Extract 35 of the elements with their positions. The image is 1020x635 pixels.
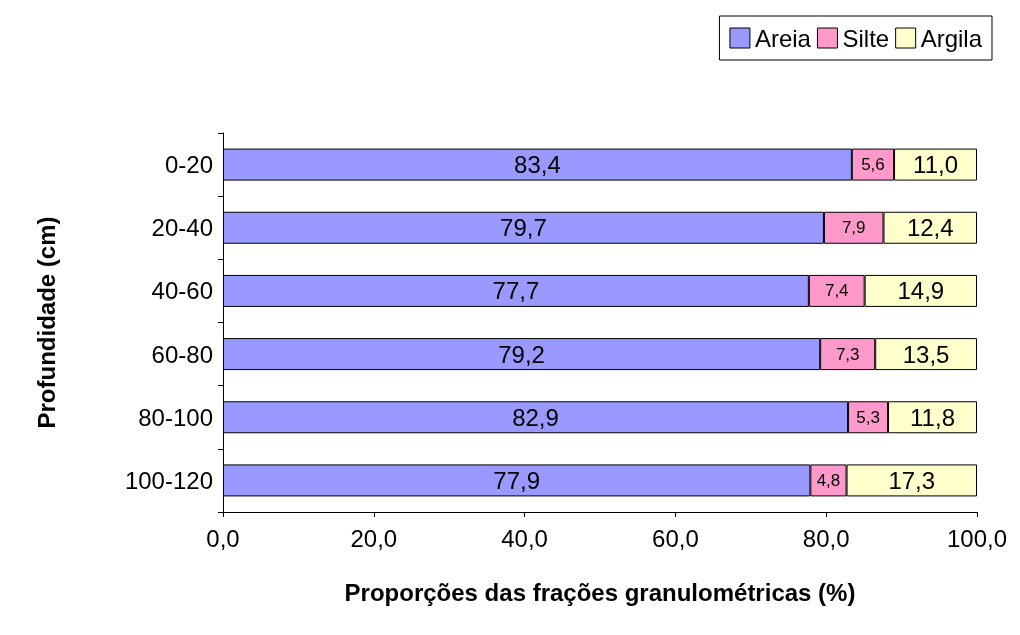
x-tick-label: 0,0 — [206, 524, 240, 552]
y-tick-label: 40-60 — [151, 277, 213, 305]
x-tick-label: 100,0 — [946, 524, 1008, 552]
data-label: 11,0 — [913, 151, 958, 179]
x-tick-label: 60,0 — [652, 524, 699, 552]
data-label: 77,9 — [493, 466, 541, 494]
x-axis-title: Proporções das frações granulométricas (%) — [344, 578, 856, 606]
y-tick-label: 60-80 — [151, 340, 213, 368]
data-label: 83,4 — [514, 151, 561, 179]
y-axis-title: Profundidade (cm) — [32, 216, 60, 429]
data-label: 7,3 — [835, 344, 860, 364]
data-label: 77,7 — [492, 277, 540, 305]
data-label: 17,3 — [888, 466, 936, 494]
data-label: 11,8 — [910, 403, 955, 431]
data-label: 14,9 — [897, 277, 945, 305]
data-label: 12,4 — [906, 214, 954, 242]
y-tick-label: 0-20 — [164, 151, 213, 179]
data-label: 7,4 — [824, 281, 849, 301]
y-tick-label: 20-40 — [151, 214, 213, 242]
x-tick-label: 80,0 — [802, 524, 850, 552]
legend-label: Argila — [920, 24, 983, 52]
x-tick-label: 20,0 — [350, 524, 398, 552]
data-label: 5,6 — [861, 155, 885, 175]
data-label: 4,8 — [816, 470, 841, 490]
y-tick-label: 100-120 — [124, 466, 213, 494]
data-label: 5,3 — [856, 407, 880, 427]
data-label: 79,2 — [498, 340, 545, 368]
x-tick-label: 40,0 — [501, 524, 548, 552]
legend-label: Silte — [842, 24, 890, 52]
legend-label: Areia — [754, 24, 812, 52]
data-label: 79,7 — [500, 214, 547, 242]
data-label: 7,9 — [841, 218, 866, 238]
data-label: 82,9 — [512, 403, 559, 431]
y-tick-label: 80-100 — [138, 403, 213, 431]
data-label: 13,5 — [902, 340, 950, 368]
